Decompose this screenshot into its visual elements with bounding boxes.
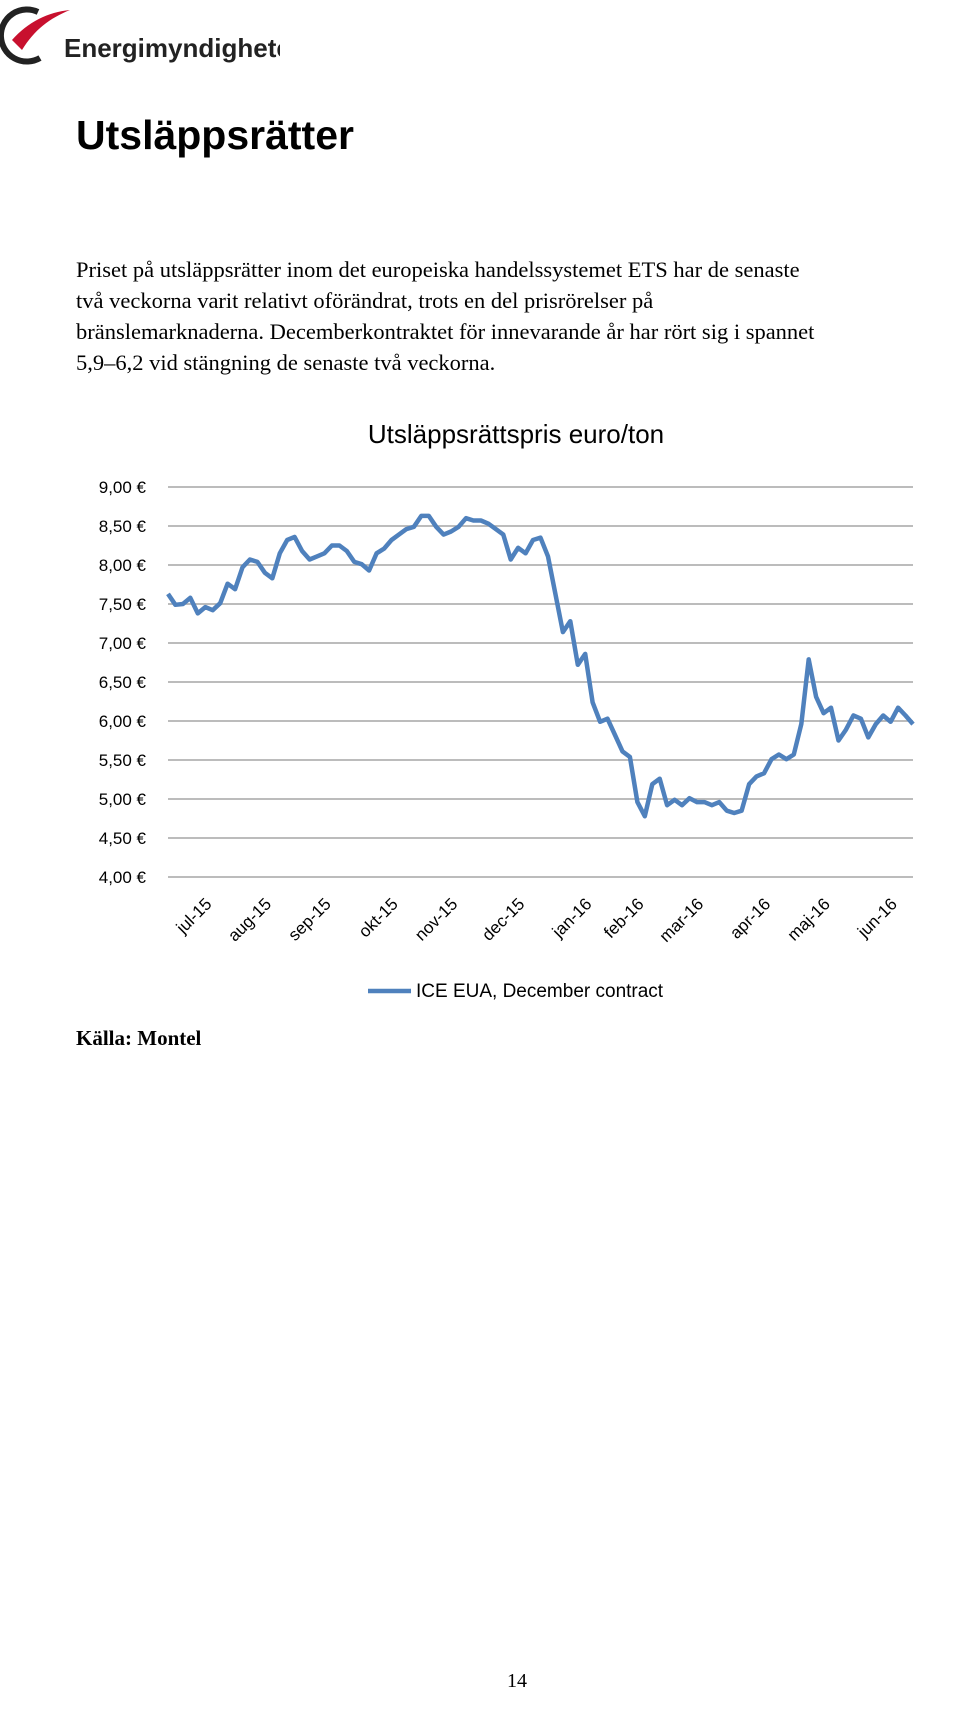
chart-title: Utsläppsrättspris euro/ton	[368, 419, 664, 449]
legend-label: ICE EUA, December contract	[416, 981, 664, 1002]
x-tick-label: feb-16	[600, 894, 648, 942]
x-tick-label: mar-16	[656, 894, 708, 946]
x-tick-label: maj-16	[784, 894, 834, 944]
y-tick-label: 6,00 €	[99, 712, 147, 731]
y-tick-label: 8,00 €	[99, 556, 147, 575]
logo-text: Energimyndigheten	[64, 33, 280, 63]
y-tick-label: 7,00 €	[99, 634, 147, 653]
x-tick-label: aug-15	[224, 894, 275, 945]
x-tick-label: nov-15	[411, 894, 461, 944]
x-tick-label: apr-16	[726, 894, 774, 942]
y-tick-label: 4,50 €	[99, 829, 147, 848]
y-tick-label: 8,50 €	[99, 517, 147, 536]
paragraph-line: 5,9–6,2 vid stängning de senaste två vec…	[76, 350, 496, 375]
y-tick-label: 5,50 €	[99, 751, 147, 770]
page-number: 14	[507, 1670, 527, 1692]
x-tick-label: dec-15	[478, 894, 528, 944]
y-tick-label: 6,50 €	[99, 673, 147, 692]
x-tick-label: sep-15	[285, 894, 335, 944]
x-tick-label: jul-15	[172, 894, 216, 938]
logo-ring	[0, 6, 42, 65]
y-tick-label: 4,00 €	[99, 868, 147, 887]
x-tick-label: jan-16	[548, 894, 596, 942]
y-tick-label: 7,50 €	[99, 595, 147, 614]
paragraph-line: två veckorna varit relativt oförändrat, …	[76, 288, 654, 313]
logo: Energimyndigheten	[0, 6, 280, 65]
y-tick-label: 5,00 €	[99, 790, 147, 809]
paragraph-line: Priset på utsläppsrätter inom det europe…	[76, 257, 800, 282]
title: Utsläppsrätter	[76, 112, 354, 158]
y-tick-label: 9,00 €	[99, 478, 147, 497]
logo-swoosh	[12, 10, 70, 50]
chart: Utsläppsrättspris euro/ton 4,00 € 4,50 € 5…	[99, 419, 915, 1002]
x-tick-label: okt-15	[355, 894, 402, 941]
source: Källa: Montel	[76, 1026, 202, 1050]
x-tick-label: jun-16	[853, 894, 901, 942]
paragraph: Priset på utsläppsrätter inom det europe…	[76, 254, 814, 378]
paragraph-line: bränslemarknaderna. Decemberkontraktet f…	[76, 319, 815, 344]
data-line	[166, 513, 915, 819]
